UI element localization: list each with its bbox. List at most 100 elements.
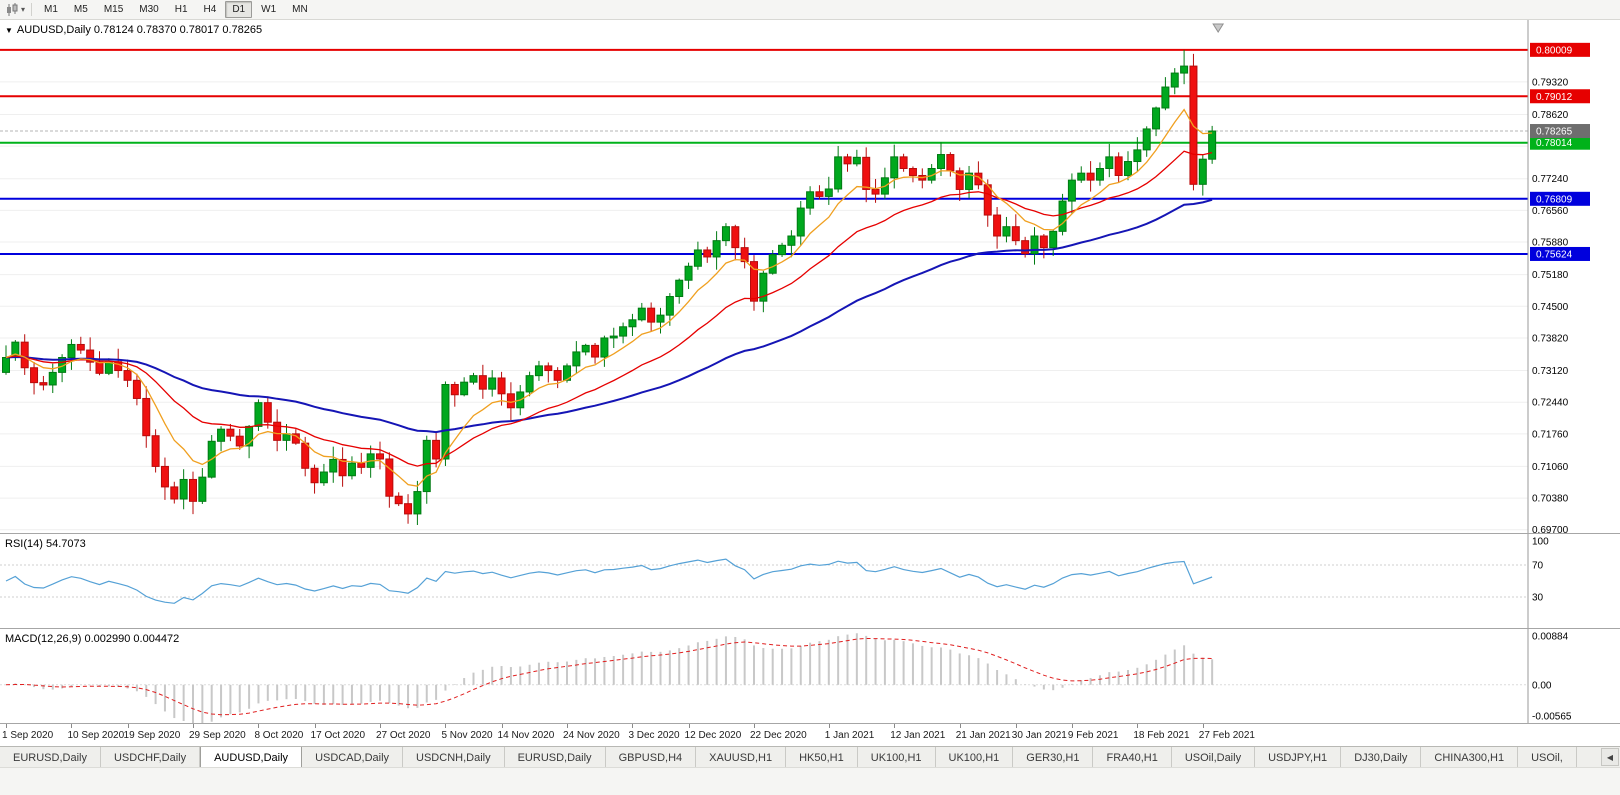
chart-tab-eurusd-daily[interactable]: EURUSD,Daily (504, 747, 606, 767)
candle (983, 184, 992, 216)
timeframe-button-w1[interactable]: W1 (254, 1, 283, 18)
price-marker-0.76809 (1530, 191, 1590, 206)
price-marker-0.78265 (1530, 124, 1590, 139)
price-pane[interactable]: 0.793200.786200.779400.772400.765600.758… (0, 20, 1620, 533)
candle (488, 377, 497, 390)
candle (974, 172, 983, 186)
candle (806, 191, 815, 209)
timeframe-button-h4[interactable]: H4 (197, 1, 224, 18)
collapse-arrow-icon[interactable]: ▼ (5, 25, 13, 35)
date-tick (894, 724, 896, 728)
timeframe-button-d1[interactable]: D1 (225, 1, 253, 18)
date-label: 1 Jan 2021 (824, 730, 875, 741)
axis-label: 0.00 (1532, 680, 1552, 691)
date-tick (959, 724, 961, 728)
pane-separator (0, 723, 1620, 724)
price-marker-label: 0.78265 (1536, 127, 1573, 138)
candle (329, 458, 338, 473)
date-tick (501, 724, 503, 728)
chart-title: ▼ AUDUSD,Daily 0.78124 0.78370 0.78017 0… (5, 24, 262, 36)
price-marker-0.75624 (1530, 246, 1590, 261)
candle (142, 397, 151, 437)
chart-tab-audusd-daily[interactable]: AUDUSD,Daily (200, 747, 303, 767)
timeframe-button-m30[interactable]: M30 (132, 1, 165, 18)
chart-tab-china300-h1[interactable]: CHINA300,H1 (1421, 747, 1519, 767)
chart-shift-marker[interactable] (1212, 23, 1225, 33)
chart-tab-dj30-daily[interactable]: DJ30,Daily (1341, 747, 1422, 767)
date-tick (380, 724, 381, 728)
axis-label: 0.75880 (1532, 238, 1569, 249)
candle (441, 384, 450, 460)
candle (768, 254, 777, 274)
chart-tab-uk100-h1[interactable]: UK100,H1 (935, 747, 1014, 767)
candle (357, 462, 366, 468)
axis-label: 0.70380 (1532, 494, 1569, 505)
timeframe-button-mn[interactable]: MN (285, 1, 315, 18)
candle (778, 244, 787, 256)
pane-separator[interactable] (0, 533, 1620, 534)
tab-scroll-left-button[interactable]: ◀ (1601, 748, 1619, 766)
chart-tab-hk50-h1[interactable]: HK50,H1 (786, 747, 858, 767)
macd-chart-canvas[interactable]: 0.00884 0.00 -0.00565 (0, 629, 1620, 723)
candlestick-glyph (7, 2, 18, 16)
candle (609, 335, 618, 339)
candle (235, 435, 244, 447)
candle (385, 458, 394, 497)
axis-label: 30 (1532, 593, 1544, 604)
chart-tab-usoil[interactable]: USOil, (1518, 747, 1577, 767)
rsi-pane[interactable]: 100 70 30 RSI(14) 54.7073 (0, 534, 1620, 628)
chart-tab-usdcnh-daily[interactable]: USDCNH,Daily (403, 747, 505, 767)
chart-tab-usoil-daily[interactable]: USOil,Daily (1171, 747, 1256, 767)
rsi-chart-canvas[interactable]: 100 70 30 (0, 534, 1620, 628)
candle (1142, 128, 1151, 151)
candle (1180, 65, 1189, 74)
timeframe-buttons: M1 M5 M15 M30 H1 H4 D1 W1 MN (36, 1, 316, 18)
candle (759, 272, 768, 302)
axis-label: 0.74500 (1532, 302, 1569, 313)
chart-tab-gbpusd-h4[interactable]: GBPUSD,H4 (605, 747, 697, 767)
chart-tab-ger30-h1[interactable]: GER30,H1 (1013, 747, 1094, 767)
price-chart-canvas[interactable]: 0.793200.786200.779400.772400.765600.758… (0, 20, 1620, 533)
candle (750, 261, 758, 302)
candle (245, 425, 254, 447)
date-tick (258, 724, 260, 728)
candle (422, 439, 431, 493)
candle (1105, 156, 1114, 170)
candle (20, 341, 29, 369)
date-tick (193, 724, 194, 728)
candle (478, 375, 487, 390)
timeframe-button-m15[interactable]: M15 (97, 1, 130, 18)
chart-tab-usdjpy-h1[interactable]: USDJPY,H1 (1255, 747, 1342, 767)
candle (319, 471, 328, 484)
timeframe-button-m5[interactable]: M5 (67, 1, 95, 18)
macd-pane[interactable]: 0.00884 0.00 -0.00565 MACD(12,26,9) 0.0029… (0, 629, 1620, 723)
date-tick (445, 724, 447, 728)
candle (263, 402, 272, 423)
timeframe-button-m1[interactable]: M1 (37, 1, 65, 18)
chart-tab-eurusd-daily[interactable]: EURUSD,Daily (0, 747, 101, 767)
candle (712, 240, 721, 258)
moving-average-slow (5, 198, 1213, 434)
date-axis[interactable]: 1 Sep 2020 10 Sep 2020 19 Sep 2020 29 Sep 2… (0, 724, 1620, 746)
price-marker-label: 0.79012 (1536, 92, 1573, 103)
candle (1011, 226, 1020, 242)
chart-tab-usdcad-daily[interactable]: USDCAD,Daily (302, 747, 404, 767)
candle (581, 344, 590, 353)
pane-separator[interactable] (0, 628, 1620, 629)
candle (226, 428, 235, 437)
date-label: 24 Nov 2020 (563, 730, 620, 741)
date-label: 10 Sep 2020 (67, 730, 125, 741)
axis-label: 0.71060 (1532, 462, 1569, 473)
candle (123, 370, 132, 381)
chart-tab-fra40-h1[interactable]: FRA40,H1 (1093, 747, 1172, 767)
candlestick-chart-icon[interactable]: ▾ (3, 2, 27, 17)
chart-tab-usdchf-daily[interactable]: USDCHF,Daily (100, 747, 201, 767)
candle (637, 307, 646, 321)
chart-tab-uk100-h1[interactable]: UK100,H1 (857, 747, 936, 767)
axis-label: 0.77240 (1532, 174, 1569, 185)
date-tick (1202, 724, 1204, 728)
candle (993, 214, 1002, 237)
chart-tab-xauusd-h1[interactable]: XAUUSD,H1 (696, 747, 787, 767)
timeframe-button-h1[interactable]: H1 (168, 1, 195, 18)
